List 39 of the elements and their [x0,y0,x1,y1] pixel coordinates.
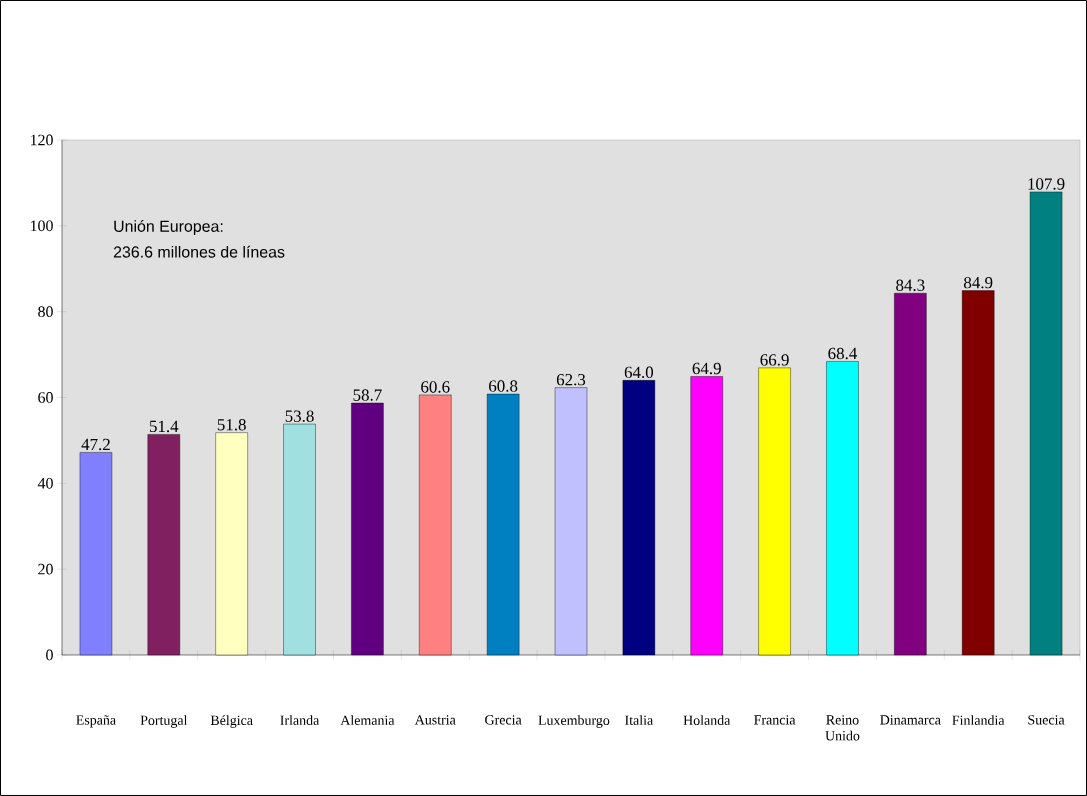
data-label: 107.9 [1028,178,1065,190]
data-label: 84.9 [964,276,993,289]
data-label: 84.3 [896,279,925,291]
annotation: 236.6 millones de líneas [113,245,285,258]
data-label: 68.4 [828,347,858,360]
y-tick-label: 120 [30,134,53,146]
x-tick-label: Bélgica [210,715,253,728]
y-tick-label: 0 [46,649,53,661]
data-label: 64.9 [692,362,721,375]
data-label: 51.8 [217,418,246,431]
y-tick-label: 60 [38,392,53,403]
data-label: 60.8 [489,380,518,392]
data-label: 64.0 [624,366,654,379]
x-tick-label: Finlandia [952,715,1005,725]
data-label: 60.6 [421,381,450,393]
x-tick-label: Portugal [140,715,188,728]
data-label: 51.4 [149,420,179,433]
data-label: 66.9 [760,354,789,366]
y-tick-label: 40 [37,477,53,489]
x-tick-label: Luxemburgo [538,715,610,728]
x-tick-label: Francia [754,715,796,725]
y-tick-label: 100 [30,220,53,232]
data-label: 58.7 [353,389,382,401]
x-tick-label: Austria [414,715,456,725]
x-tick-label: Suecia [1028,715,1065,725]
x-tick-label: Dinamarca [880,715,941,725]
x-tick-label: Alemania [340,715,395,725]
x-tick-label: Grecia [485,715,522,725]
data-label: 62.3 [556,373,586,386]
y-tick-label: 80 [38,306,53,318]
y-tick-label: 20 [38,563,53,575]
x-tick-label: Irlanda [280,715,320,725]
data-label: 53.8 [285,410,314,422]
x-tick-label: España [76,715,116,728]
x-tick-label: Reino Unido [825,715,860,741]
x-tick-label: Holanda [683,715,731,725]
data-label: 47.2 [81,438,110,451]
x-tick-label: Italia [625,715,654,725]
annotation: Unión Europea: [114,220,223,236]
